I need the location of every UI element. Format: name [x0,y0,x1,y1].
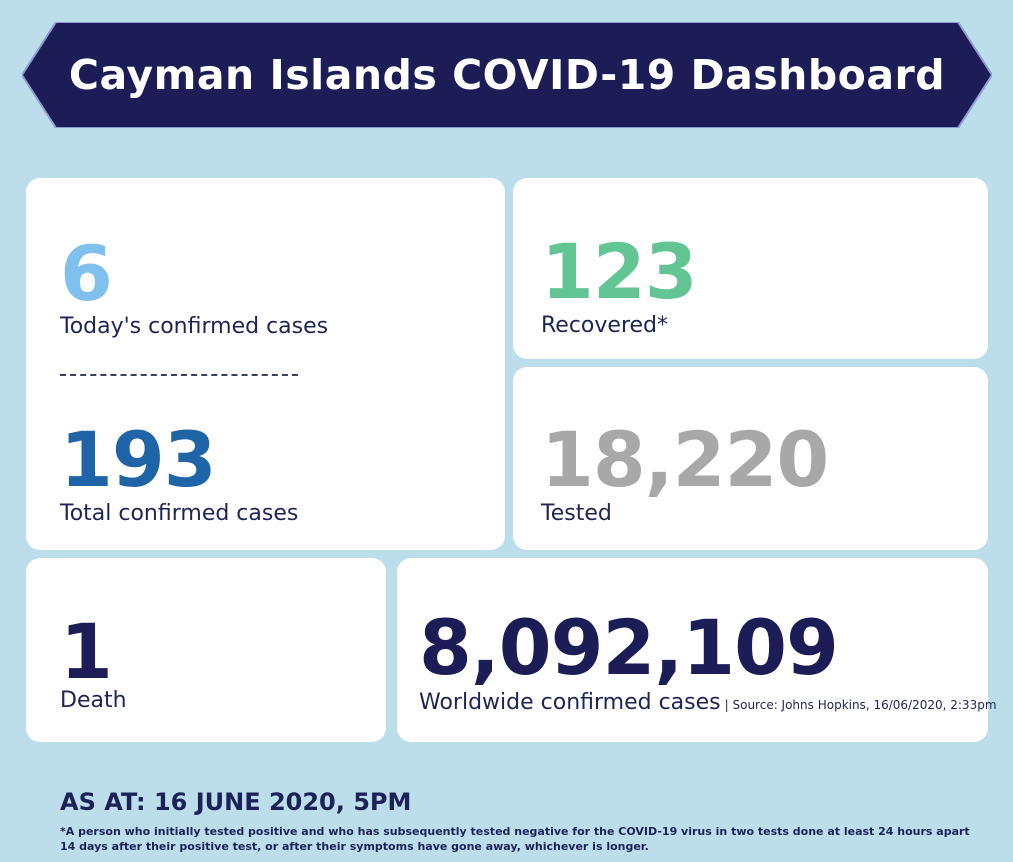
worldwide-card: 8,092,109 Worldwide confirmed cases | Sou… [397,558,997,742]
recovered-value: 123 [541,227,698,316]
dashboard-title: Cayman Islands COVID-19 Dashboard [68,51,946,99]
recovered-label: Recovered* [541,313,669,338]
death-card: 1 Death [26,558,386,742]
tested-label: Tested [541,501,612,526]
banner-shape [22,22,992,128]
total-cases-label: Total confirmed cases [60,501,299,526]
worldwide-label: Worldwide confirmed cases [419,690,721,715]
cases-card: 6 Today's confirmed cases 193 Total conf… [26,178,505,550]
title-banner: Cayman Islands COVID-19 Dashboard [22,22,992,128]
today-cases-value: 6 [60,229,113,318]
total-cases-value: 193 [60,415,217,504]
cases-divider [60,374,298,376]
worldwide-source: | Source: Johns Hopkins, 16/06/2020, 2:3… [724,698,997,712]
tested-value: 18,220 [541,415,829,504]
worldwide-value: 8,092,109 [419,603,839,692]
as-at-date: AS AT: 16 JUNE 2020, 5PM [60,788,412,816]
death-value: 1 [60,607,113,696]
worldwide-label-row: Worldwide confirmed cases | Source: Johns… [419,690,997,715]
today-cases-label: Today's confirmed cases [60,314,329,339]
recovered-card: 123 Recovered* [513,178,988,359]
tested-card: 18,220 Tested [513,367,988,550]
death-label: Death [60,688,127,713]
recovered-footnote: *A person who initially tested positive … [60,825,970,853]
